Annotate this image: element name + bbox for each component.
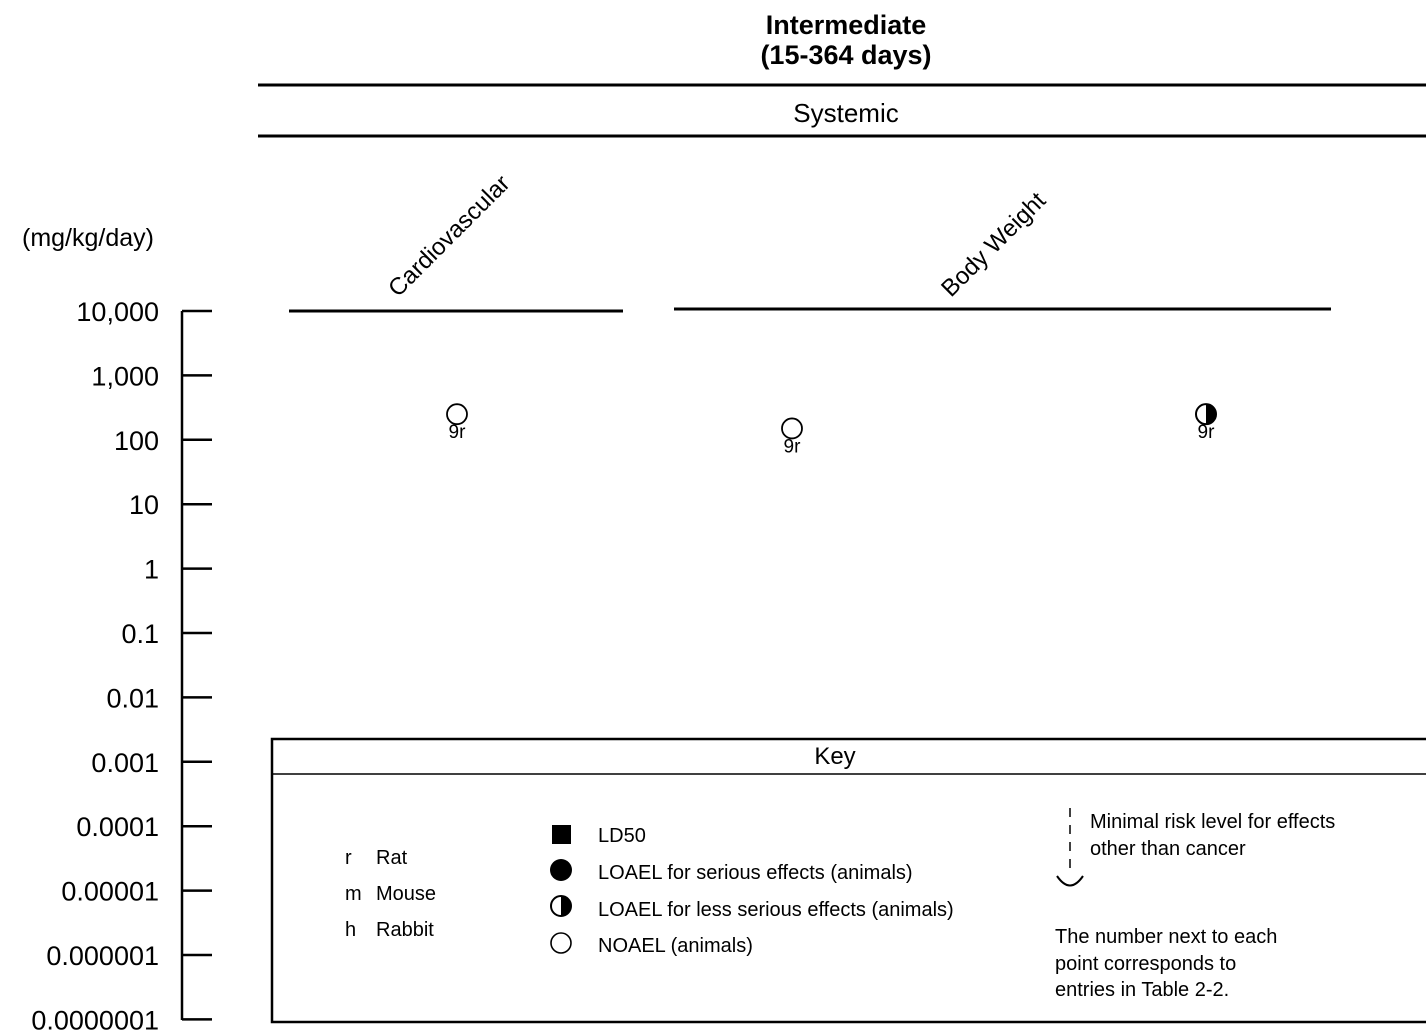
y-tick-label: 10 [129,490,159,520]
y-tick-label: 1,000 [91,361,159,391]
data-points: 9r 9r 9r [446,403,1217,457]
point-label: 9r [784,436,802,457]
data-point: 9r [781,417,803,457]
less-serious-loael-half-fill-icon [561,896,571,916]
y-tick-label: 1 [144,555,159,585]
mrl-label-line1: Minimal risk level for effects [1090,811,1335,833]
species-code-rabbit: h [345,919,356,941]
y-tick-label: 10,000 [76,297,159,327]
serious-loael-filled-circle-icon [550,859,572,881]
species-code-mouse: m [345,883,362,905]
key-box [270,737,1426,1024]
legend-ld50: LD50 [598,825,646,847]
species-name-rat: Rat [376,847,408,869]
noael-marker [781,417,803,440]
column-label-body-weight: Body Weight [936,187,1051,302]
note-line2: point corresponds to [1055,953,1236,975]
data-point: 9r [1195,403,1217,443]
half-fill-marker [1206,404,1216,425]
ld50-square-icon [552,825,571,844]
y-tick-label: 0.000001 [46,941,159,971]
y-tick-label: 0.0000001 [31,1005,159,1031]
mrl-arrow-head-icon [1056,875,1084,887]
y-ticks: 10,000 1,000 100 10 1 0.1 0.01 0.001 0.0001 0.000… [31,297,212,1031]
noael-marker [446,403,468,426]
y-tick-label: 0.00001 [61,877,159,907]
legend-serious-loael: LOAEL for serious effects (animals) [598,862,913,884]
species-name-rabbit: Rabbit [376,919,434,941]
y-tick-label: 0.0001 [76,812,159,842]
note-line3: entries in Table 2-2. [1055,979,1229,1001]
noael-open-circle-icon [550,932,572,954]
key-title: Key [814,743,855,770]
y-tick-label: 0.01 [106,683,159,713]
species-name-mouse: Mouse [376,883,436,905]
data-point: 9r [446,403,468,443]
y-tick-label: 0.001 [91,748,159,778]
note-line1: The number next to each [1055,926,1277,948]
legend-noael: NOAEL (animals) [598,935,753,957]
header-title-line2: (15-364 days) [760,40,931,70]
species-code-rat: r [345,847,352,869]
y-tick-label: 0.1 [121,619,159,649]
legend-less-serious-loael: LOAEL for less serious effects (animals) [598,899,954,921]
mrl-label-line2: other than cancer [1090,838,1246,860]
category-label: Systemic [793,98,898,128]
column-label-cardiovascular: Cardiovascular [383,170,515,302]
y-axis-label: (mg/kg/day) [22,224,154,252]
header-title-line1: Intermediate [766,10,927,40]
point-label: 9r [1198,422,1216,443]
point-label: 9r [449,422,467,443]
y-tick-label: 100 [114,426,159,456]
